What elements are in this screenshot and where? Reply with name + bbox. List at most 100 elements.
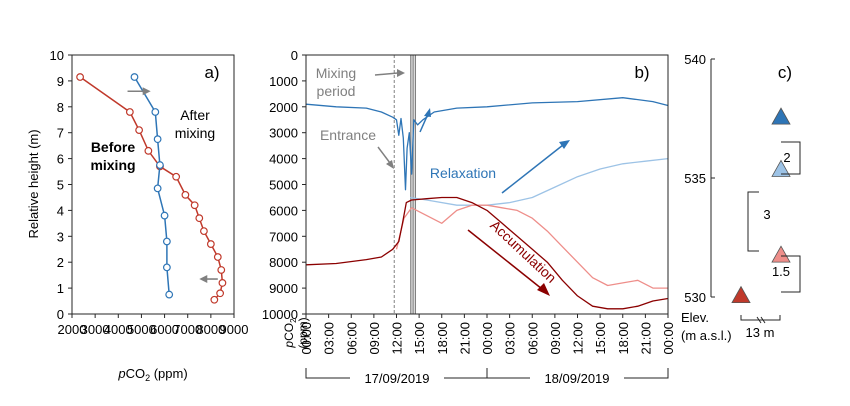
a-point-before — [216, 289, 225, 298]
a-ytick-label: 0 — [57, 307, 64, 322]
a-xtick-label: 3000 — [81, 322, 110, 337]
panel-a-profile-chart: 0 1 2 3 4 5 6 7 8 9 10 2000300040005000600070008000… — [26, 48, 248, 383]
relaxation-arrow-small — [419, 108, 431, 133]
a-point-after — [153, 135, 162, 144]
a-point-before — [200, 227, 208, 236]
a-ytick-label: 2 — [57, 255, 64, 270]
a-point-after — [156, 161, 164, 169]
b-xtick-label: 06:00 — [344, 322, 359, 355]
b-xtick-label: 03:00 — [322, 322, 337, 355]
spacing-bracket-bottom: 1.5 — [772, 255, 801, 293]
a-point-before — [217, 266, 226, 274]
b-xtick-label: 21:00 — [457, 322, 472, 355]
a-xtick-label: 6000 — [150, 322, 179, 337]
b-ytick-label: 1000 — [269, 74, 298, 89]
relaxation-label: Relaxation — [430, 165, 496, 181]
b-xtick-label: 21:00 — [638, 322, 653, 355]
a-point-before — [144, 146, 153, 155]
b-ytick-label: 4000 — [269, 152, 298, 167]
entrance-label: Entrance — [320, 127, 376, 143]
b-xtick-label: 18:00 — [616, 322, 631, 355]
a-ytick-label: 5 — [57, 178, 64, 193]
a-point-before — [195, 214, 204, 223]
a-point-before — [125, 108, 134, 116]
date-bracket-day1: 17/09/2019 — [305, 368, 488, 386]
a-series-line-after — [133, 76, 170, 295]
b-ytick-label: 7000 — [269, 229, 298, 244]
b-xtick-label: 00:00 — [661, 322, 676, 355]
panel-a-xlabel: pCO2 (ppm) — [117, 366, 187, 383]
panel-b-ylabel: pCO2 — [282, 318, 298, 349]
spacing-label-3: 3 — [763, 207, 770, 222]
a-arrow-head — [199, 275, 208, 284]
b-xtick-label: 18:00 — [435, 322, 450, 355]
c-ytick-label: 540 — [684, 52, 706, 67]
b-xtick-label: 00:00 — [299, 322, 314, 355]
b-series-line-light-blue — [410, 157, 669, 206]
a-arrow-head — [142, 87, 151, 96]
a-point-after — [165, 290, 174, 299]
b-ytick-label: 0 — [291, 48, 298, 63]
panel-b-timeseries-chart: 0 1000 2000 3000 4000 5000 6000 7000 8000 9000 100… — [262, 48, 676, 386]
mixing-period-arrow — [374, 69, 405, 77]
panel-b-label: b) — [634, 63, 649, 82]
panel-c-label: c) — [778, 63, 792, 82]
a-ytick-label: 9 — [57, 74, 64, 89]
after-mixing-label-line1: After — [180, 107, 210, 123]
panel-a-label: a) — [204, 63, 219, 82]
a-point-before — [76, 73, 84, 81]
date-day2: 18/09/2019 — [544, 371, 609, 386]
after-mixing-label-line2: mixing — [175, 125, 215, 141]
b-ytick-label: 10000 — [262, 307, 298, 322]
a-point-before — [210, 295, 219, 304]
panel-c-elevation-chart: 530 535 540 c) Elev. (m a.s.l.) 2 3 1.5 13… — [681, 52, 801, 343]
b-series-line-dark-blue — [305, 97, 669, 191]
a-xtick-label: 9000 — [220, 322, 249, 337]
mixing-period-label-line2: period — [317, 83, 356, 99]
spacing-label-2: 2 — [783, 150, 790, 165]
a-ytick-label: 1 — [57, 281, 64, 296]
a-point-after — [162, 237, 171, 246]
a-xtick-label: 5000 — [127, 322, 156, 337]
a-ytick-label: 4 — [57, 203, 64, 218]
a-point-before — [181, 190, 190, 199]
sensor-marker-triangle — [771, 107, 791, 125]
b-xtick-label: 09:00 — [548, 322, 563, 355]
c-ytick-label: 530 — [684, 290, 706, 305]
mixing-period-label-line1: Mixing — [316, 65, 356, 81]
a-point-after — [162, 263, 171, 272]
a-point-after — [151, 108, 160, 116]
sensor-marker-triangle — [771, 159, 791, 177]
b-ytick-label: 6000 — [269, 203, 298, 218]
distance-label: 13 m — [746, 325, 775, 340]
a-xtick-label: 4000 — [104, 322, 133, 337]
a-point-before — [206, 240, 215, 248]
spacing-bracket-top: 2 — [781, 141, 801, 175]
panel-a-ylabel: Relative height (m) — [26, 129, 41, 238]
b-xtick-label: 03:00 — [503, 322, 518, 355]
c-ytick-label: 535 — [684, 171, 706, 186]
a-point-after — [130, 73, 139, 81]
a-point-before — [218, 279, 227, 287]
sensor-marker-triangle — [731, 285, 751, 304]
a-point-before — [135, 126, 144, 135]
a-ytick-label: 6 — [57, 152, 64, 167]
entrance-arrow — [377, 146, 394, 169]
a-point-before — [172, 172, 181, 181]
before-mixing-label-line2: mixing — [90, 157, 135, 173]
elev-label-line1: Elev. — [681, 310, 709, 325]
a-ytick-label: 7 — [57, 126, 64, 141]
a-point-after — [160, 211, 169, 220]
b-xtick-label: 06:00 — [525, 322, 540, 355]
a-xtick-label: 7000 — [173, 322, 202, 337]
date-bracket-day2: 18/09/2019 — [486, 368, 669, 386]
a-ytick-label: 8 — [57, 100, 64, 115]
b-series-line-dark-red — [305, 196, 669, 310]
a-ytick-label: 3 — [57, 229, 64, 244]
b-xtick-label: 15:00 — [412, 322, 427, 355]
b-xtick-label: 15:00 — [593, 322, 608, 355]
b-xtick-label: 00:00 — [480, 322, 495, 355]
date-day1: 17/09/2019 — [364, 371, 429, 386]
a-point-before — [213, 253, 222, 261]
